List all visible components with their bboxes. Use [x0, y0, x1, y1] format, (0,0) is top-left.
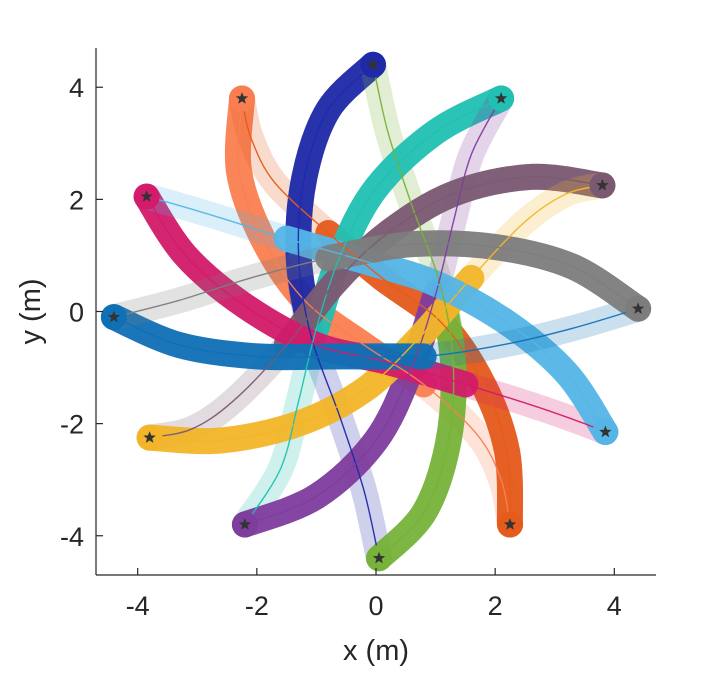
y-ticks: -4 -2 0 2 4 [60, 73, 103, 552]
robot-footprint-bands [100, 51, 652, 572]
endpoint-markers [100, 51, 652, 572]
trajectory-line-7 [149, 184, 603, 442]
y-tick-label: 0 [69, 298, 84, 328]
trajectory-line-1 [241, 98, 511, 525]
y-tick-label: -4 [60, 522, 84, 552]
start-star-8 [140, 190, 153, 202]
start-star-5 [238, 518, 252, 530]
start-star-3 [372, 551, 386, 564]
trajectory-line-8 [146, 196, 606, 433]
x-ticks: -4 -2 0 2 4 [126, 568, 622, 621]
trajectory-line-2 [297, 64, 380, 559]
trajectory-line-10 [113, 308, 639, 358]
x-axis-label: x (m) [343, 635, 409, 667]
y-axis-label: y (m) [15, 278, 47, 344]
trajectory-layer [100, 51, 652, 572]
y-tick-label: -2 [60, 410, 84, 440]
x-tick-label: 2 [488, 591, 503, 621]
trajectory-line-11 [113, 242, 639, 318]
trajectory-line-0 [237, 98, 511, 525]
x-tick-label: 4 [607, 591, 622, 621]
start-star-9 [599, 425, 612, 438]
start-star-11 [631, 302, 645, 314]
y-tick-label: 2 [69, 185, 84, 215]
trajectory-line-6 [149, 176, 603, 439]
trajectory-line-3 [372, 64, 455, 559]
start-star-2 [366, 58, 380, 71]
x-tick-label: -2 [245, 591, 269, 621]
axes: -4 -2 0 2 4 -4 -2 0 2 4 x (m) y (m) [15, 48, 656, 667]
start-star-4 [494, 92, 508, 104]
start-star-10 [107, 310, 121, 323]
start-star-7 [143, 431, 156, 443]
trajectory-line-4 [244, 97, 502, 525]
trajectory-line-5 [244, 98, 502, 526]
x-tick-label: -4 [126, 591, 150, 621]
start-star-1 [503, 518, 517, 530]
start-star-6 [596, 178, 609, 191]
y-tick-label: 4 [69, 73, 84, 103]
x-tick-label: 0 [368, 591, 383, 621]
trajectory-line-9 [146, 195, 606, 433]
start-star-0 [235, 92, 249, 104]
reference-lines [113, 64, 639, 559]
